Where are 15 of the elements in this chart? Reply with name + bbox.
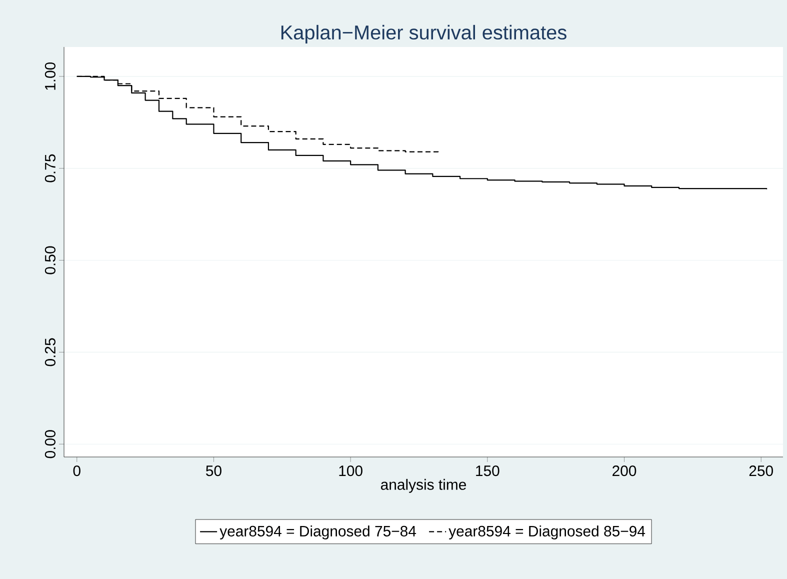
y-tick-label: 0.75 <box>44 154 56 182</box>
legend-label: year8594 = Diagnosed 85−94 <box>448 525 646 540</box>
x-tick-label: 250 <box>749 466 773 476</box>
x-tick-label: 0 <box>73 466 80 476</box>
chart-title: Kaplan−Meier survival estimates <box>281 24 566 44</box>
y-tick-label: 0.50 <box>44 246 56 274</box>
legend-label: year8594 = Diagnosed 75−84 <box>220 525 416 540</box>
y-tick-label: 0.00 <box>44 430 56 458</box>
y-tick-label: 1.00 <box>44 62 56 90</box>
x-tick-label: 100 <box>339 466 362 476</box>
y-tick-label: 0.25 <box>44 338 56 366</box>
x-tick-label: 50 <box>206 466 222 476</box>
x-tick-label: 150 <box>476 466 500 476</box>
x-tick-label: 200 <box>612 466 636 476</box>
x-axis-title: analysis time <box>380 478 466 493</box>
